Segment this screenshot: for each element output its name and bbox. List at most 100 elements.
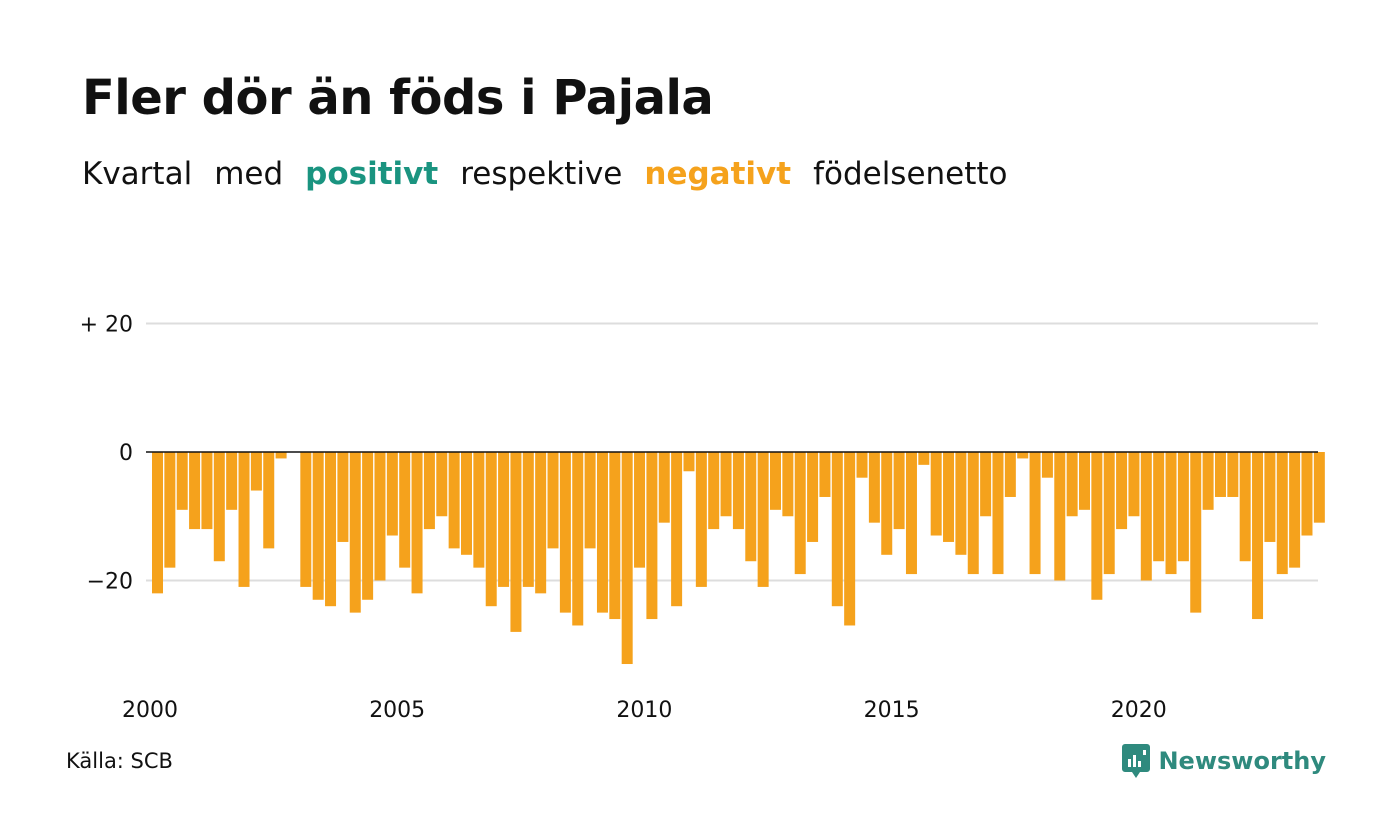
bar (152, 452, 163, 594)
bar (263, 452, 275, 549)
bar (658, 452, 670, 523)
bar (584, 452, 596, 549)
bar (1103, 452, 1115, 575)
bar (757, 452, 769, 587)
bar (905, 452, 917, 575)
bar (411, 452, 423, 594)
bar (831, 452, 843, 607)
bar (695, 452, 707, 587)
bar (423, 452, 435, 530)
bar (1140, 452, 1152, 581)
bar (634, 452, 646, 568)
bar (325, 452, 337, 607)
brand-logo: Newsworthy (1122, 744, 1326, 778)
bar (732, 452, 744, 530)
subtitle-word-respektive: respektive (460, 156, 623, 192)
bar (238, 452, 250, 587)
bar (1029, 452, 1041, 575)
bar (1017, 452, 1029, 459)
bar (621, 452, 633, 665)
bar (1153, 452, 1165, 562)
bar (955, 452, 967, 555)
bar (943, 452, 955, 542)
bar (275, 452, 287, 459)
bar (868, 452, 880, 523)
brand-name: Newsworthy (1158, 747, 1326, 775)
bar (498, 452, 510, 587)
bar (1091, 452, 1103, 600)
bar (362, 452, 374, 600)
bar (881, 452, 893, 555)
bar (1276, 452, 1288, 575)
bar (386, 452, 398, 536)
bar (547, 452, 559, 549)
bar (1264, 452, 1276, 542)
bar (164, 452, 176, 568)
bar (1239, 452, 1251, 562)
bar (844, 452, 856, 626)
bar (893, 452, 905, 530)
bar (436, 452, 448, 517)
bar (1116, 452, 1128, 530)
bar (794, 452, 806, 575)
x-tick-label: 2000 (122, 698, 178, 723)
bar (819, 452, 831, 497)
bar (374, 452, 386, 581)
bar (448, 452, 460, 549)
subtitle-negative-label: negativt (644, 156, 792, 192)
bar (1214, 452, 1226, 497)
y-tick-label: 0 (119, 441, 133, 466)
x-tick-label: 2020 (1111, 698, 1167, 723)
bar (980, 452, 992, 517)
bar (189, 452, 201, 530)
bar (992, 452, 1004, 575)
subtitle-positive-label: positivt (305, 156, 439, 192)
chart-subtitle: Kvartal med positivt respektive negativt föde… (82, 156, 1030, 192)
bar (1041, 452, 1053, 478)
y-tick-label: −20 (87, 570, 133, 595)
bar (213, 452, 225, 562)
newsworthy-logo-icon (1122, 744, 1151, 778)
bar (720, 452, 732, 517)
bar (461, 452, 472, 555)
bar (226, 452, 238, 510)
bar (1202, 452, 1214, 510)
bar (1313, 452, 1325, 523)
bar (807, 452, 819, 542)
bar (782, 452, 794, 517)
bar (559, 452, 571, 613)
bar (1054, 452, 1066, 581)
bar (1079, 452, 1090, 510)
bar (510, 452, 522, 632)
bar (856, 452, 868, 478)
source-note: Källa: SCB (66, 749, 173, 773)
x-tick-label: 2015 (864, 698, 920, 723)
bar (399, 452, 411, 568)
bar (300, 452, 312, 587)
bar (1066, 452, 1078, 517)
bar (201, 452, 213, 530)
bar (572, 452, 584, 626)
bar (485, 452, 497, 607)
bar (646, 452, 658, 620)
bar (337, 452, 349, 542)
bar (473, 452, 485, 568)
bar (1177, 452, 1189, 562)
bar (349, 452, 361, 613)
y-tick-label: + 20 (80, 313, 133, 338)
bar (609, 452, 621, 620)
bar (683, 452, 695, 472)
bar (250, 452, 262, 491)
bar (522, 452, 534, 587)
bar (312, 452, 324, 600)
bar (176, 452, 188, 510)
bar (535, 452, 547, 594)
bar (918, 452, 930, 465)
bar (1190, 452, 1202, 613)
bar (671, 452, 683, 607)
subtitle-word-fodelsenetto: födelsenetto (813, 156, 1008, 192)
subtitle-word-med: med (214, 156, 284, 192)
subtitle-word-kvartal: Kvartal (82, 156, 193, 192)
bar (745, 452, 757, 562)
